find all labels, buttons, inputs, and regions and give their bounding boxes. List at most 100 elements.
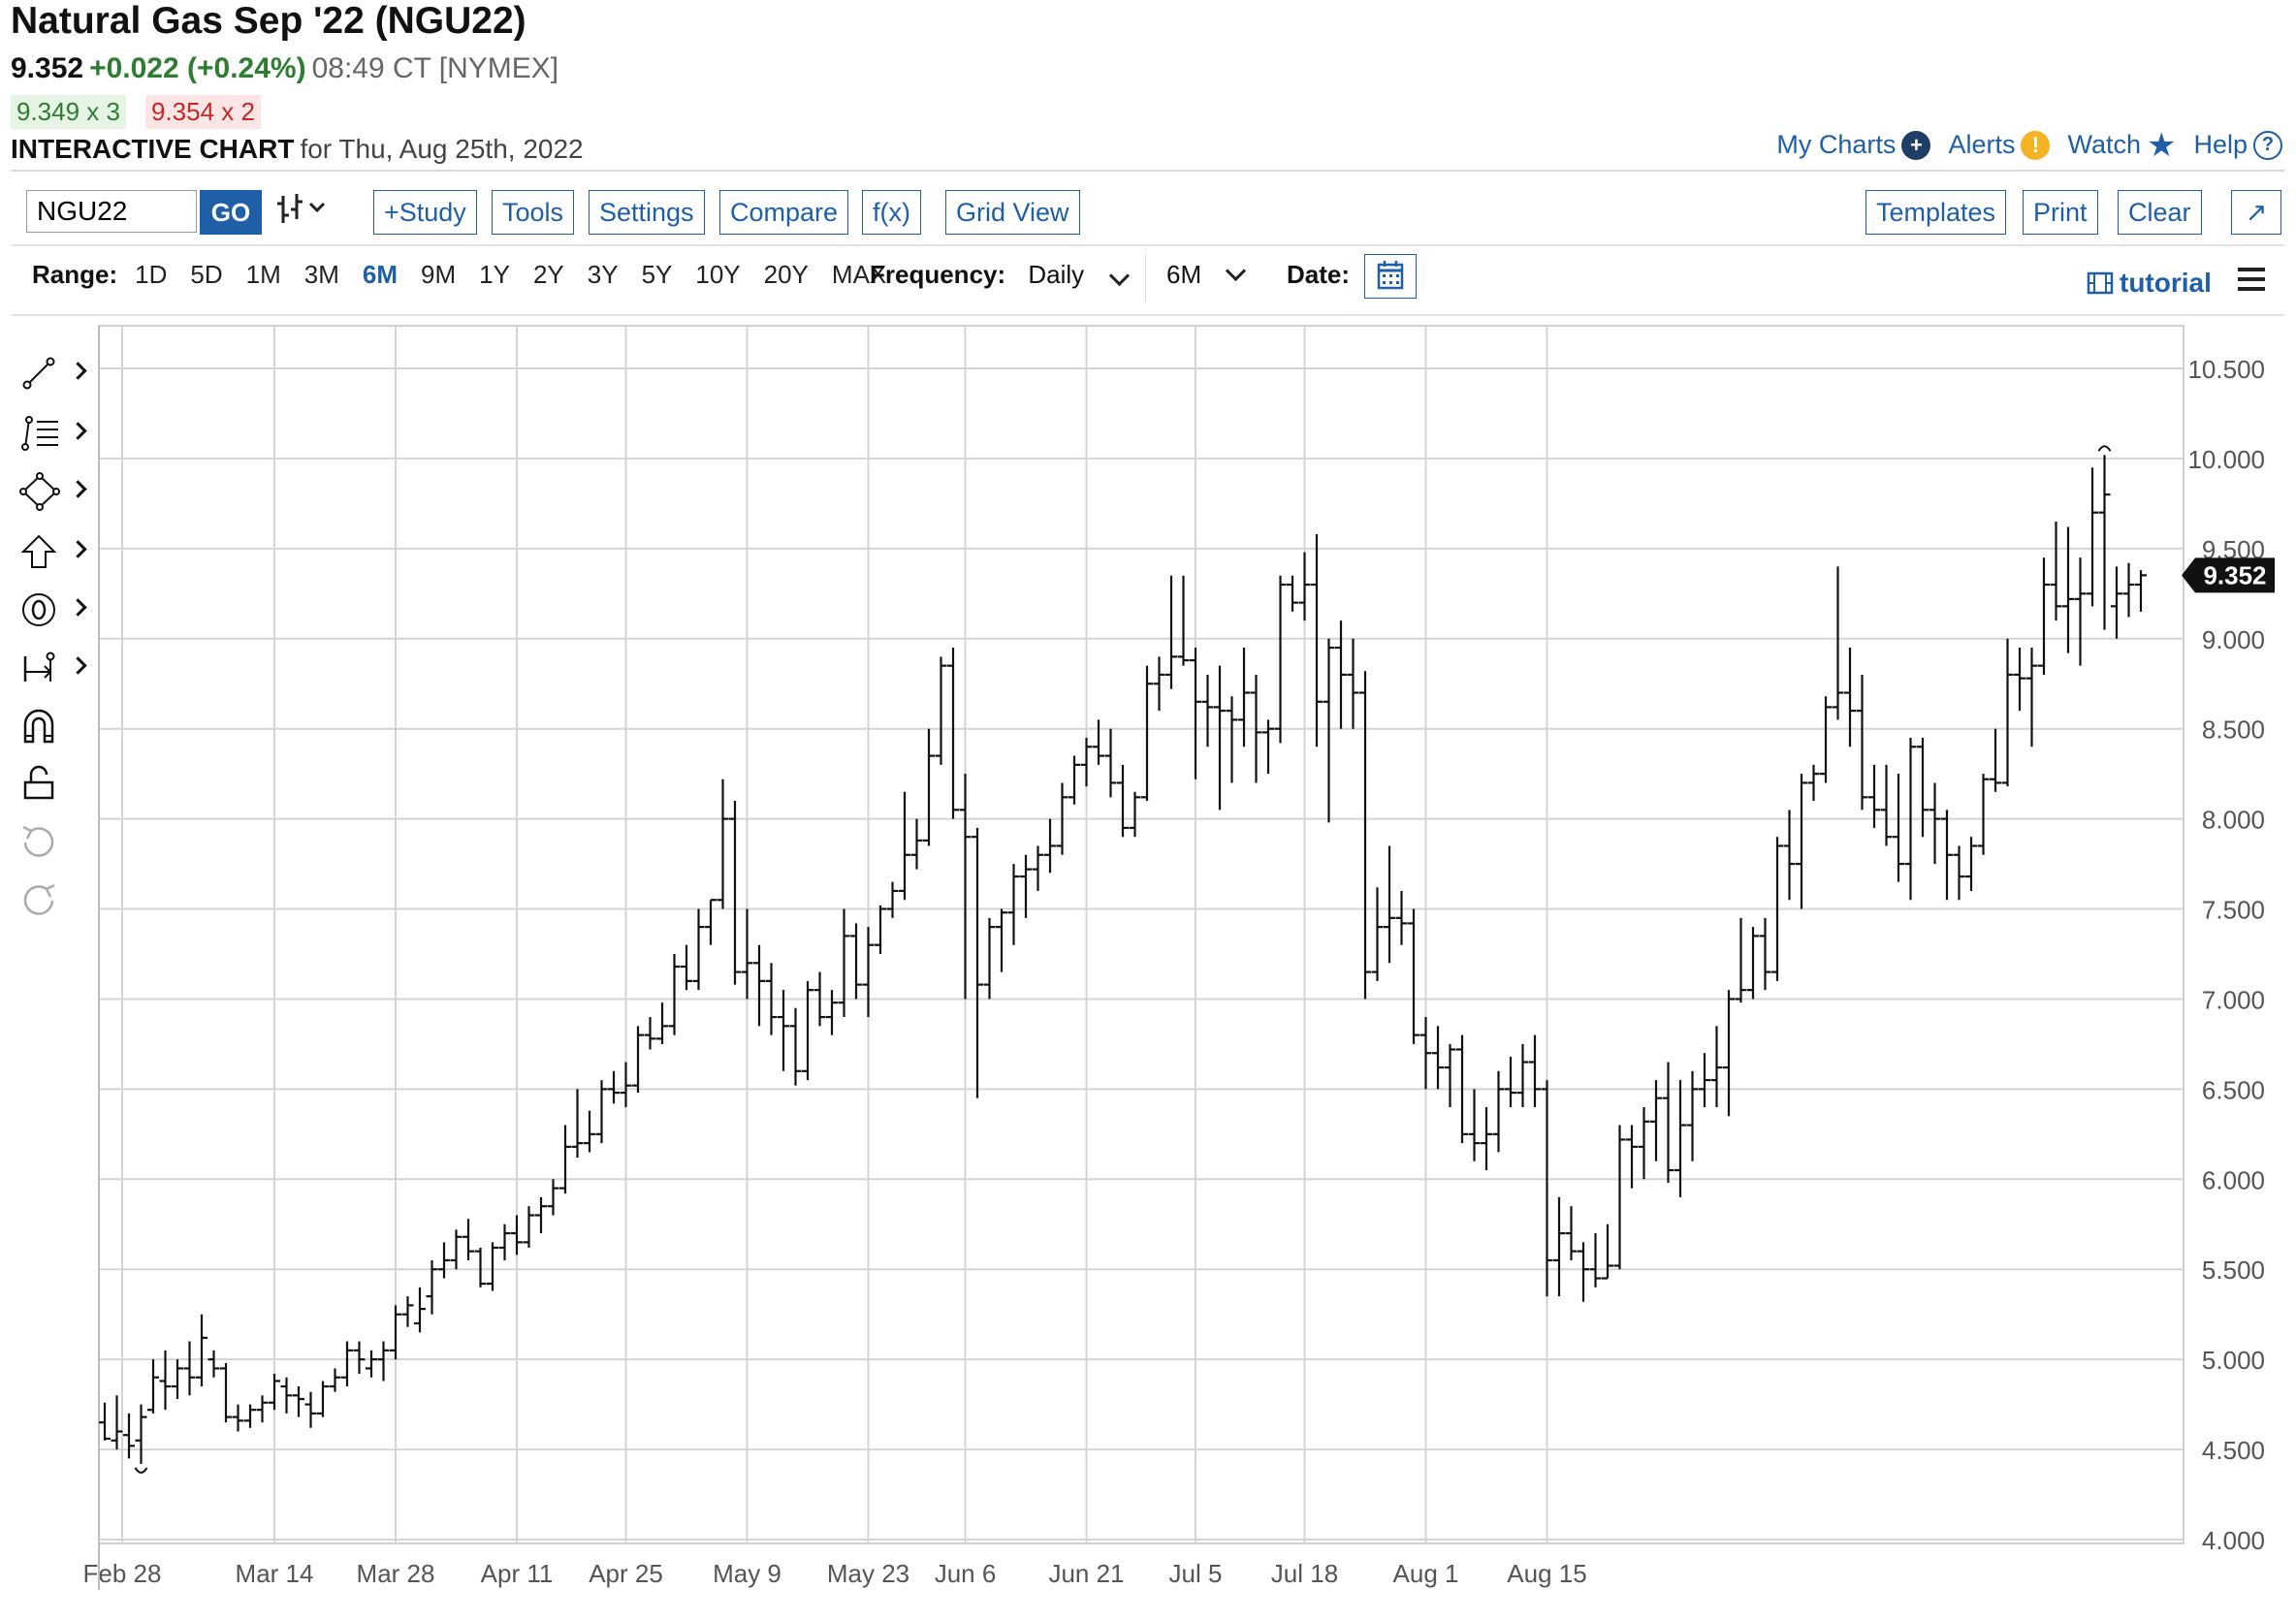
ohlc-bar xyxy=(1262,719,1274,775)
range-option-9m[interactable]: 9M xyxy=(421,260,457,289)
ohlc-bar xyxy=(1650,1080,1662,1161)
ohlc-bar xyxy=(1990,728,2001,792)
ohlc-bar xyxy=(1844,648,1856,747)
ohlc-bar xyxy=(172,1359,183,1400)
watch-label: Watch xyxy=(2067,130,2141,159)
chart-type-selector[interactable] xyxy=(273,190,332,240)
range-option-5y[interactable]: 5Y xyxy=(641,260,673,289)
ohlc-bar xyxy=(1141,665,1153,802)
ohlc-bar xyxy=(996,908,1007,972)
symbol-input[interactable] xyxy=(26,190,197,233)
go-button[interactable]: GO xyxy=(200,190,262,235)
period-selector[interactable]: 6M xyxy=(1166,260,1247,290)
ohlc-bar xyxy=(983,917,996,1000)
range-option-3m[interactable]: 3M xyxy=(303,260,339,289)
ohlc-bar xyxy=(401,1296,414,1327)
shape-icon xyxy=(19,472,60,511)
arrow-up-icon xyxy=(20,534,57,568)
tutorial-link[interactable]: tutorial xyxy=(2087,268,2212,299)
y-tick-label: 10.000 xyxy=(2187,445,2265,474)
bid-badge: 9.349 x 3 xyxy=(11,95,126,129)
ohlc-bar xyxy=(487,1242,498,1291)
ohlc-bar xyxy=(1710,1026,1723,1107)
print-button[interactable]: Print xyxy=(2023,190,2098,235)
range-option-6m[interactable]: 6M xyxy=(362,260,398,289)
arrow-tool[interactable] xyxy=(19,529,89,574)
range-option-1m[interactable]: 1M xyxy=(245,260,281,289)
ohlc-bar xyxy=(559,1125,571,1194)
range-option-max[interactable]: MAX xyxy=(831,260,887,289)
annotation-tool[interactable] xyxy=(19,588,89,632)
ohlc-bar xyxy=(1674,1080,1686,1197)
ohlc-bar xyxy=(765,963,778,1035)
range-option-5d[interactable]: 5D xyxy=(190,260,223,289)
ohlc-bar xyxy=(2062,526,2074,653)
fibonacci-tool[interactable] xyxy=(19,411,89,456)
ohlc-bar xyxy=(826,990,838,1035)
ohlc-bar xyxy=(1505,1056,1516,1107)
star-icon: ★ xyxy=(2146,126,2177,164)
ohlc-bar xyxy=(1129,791,1141,838)
compare-button[interactable]: Compare xyxy=(719,190,849,235)
y-tick-label: 6.500 xyxy=(2202,1075,2265,1104)
lock-tool[interactable] xyxy=(19,760,89,805)
ohlc-bar xyxy=(717,779,729,909)
range-option-2y[interactable]: 2Y xyxy=(532,260,564,289)
last-price: 9.352 xyxy=(11,52,84,84)
ohlc-bar xyxy=(838,908,850,1018)
magnet-tool[interactable] xyxy=(19,704,89,748)
trendline-tool[interactable] xyxy=(19,351,89,396)
expand-icon[interactable]: ↗ xyxy=(2231,190,2281,235)
settings-button[interactable]: Settings xyxy=(589,190,705,235)
ohlc-bar xyxy=(2074,557,2087,666)
ohlc-bar xyxy=(2038,557,2050,675)
frequency-selector[interactable]: Frequency: Daily xyxy=(870,260,1131,290)
templates-button[interactable]: Templates xyxy=(1866,190,2007,235)
range-option-1d[interactable]: 1D xyxy=(135,260,168,289)
shape-tool[interactable] xyxy=(19,469,89,514)
add-study-button[interactable]: +Study xyxy=(373,190,477,235)
tools-button[interactable]: Tools xyxy=(492,190,575,235)
ohlc-bar xyxy=(1796,774,1807,909)
ohlc-bar xyxy=(1589,1233,1602,1287)
ohlc-bar xyxy=(135,1404,147,1464)
ohlc-bar xyxy=(1056,782,1068,855)
range-option-1y[interactable]: 1Y xyxy=(479,260,510,289)
ohlc-bar xyxy=(1723,990,1735,1117)
magnet-icon xyxy=(23,709,54,744)
ohlc-bar xyxy=(753,944,765,1027)
redo-button[interactable] xyxy=(19,876,89,921)
undo-button[interactable] xyxy=(19,818,89,863)
ohlc-bar xyxy=(1104,728,1117,798)
range-option-20y[interactable]: 20Y xyxy=(763,260,809,289)
my-charts-link[interactable]: My Charts + xyxy=(1776,130,1931,160)
calendar-button[interactable] xyxy=(1364,254,1417,299)
y-tick-label: 8.000 xyxy=(2202,806,2265,835)
ohlc-bar xyxy=(511,1215,523,1255)
measure-tool[interactable] xyxy=(19,646,89,690)
ohlc-bar xyxy=(159,1350,172,1411)
ohlc-bar xyxy=(1214,665,1226,810)
range-option-10y[interactable]: 10Y xyxy=(695,260,741,289)
annotation-icon xyxy=(22,593,55,626)
fx-button[interactable]: f(x) xyxy=(862,190,921,235)
help-link[interactable]: Help? xyxy=(2193,130,2282,160)
range-option-3y[interactable]: 3Y xyxy=(587,260,619,289)
ohlc-bar xyxy=(620,1062,632,1107)
ohlc-bar xyxy=(183,1341,196,1396)
y-tick-label: 5.500 xyxy=(2202,1255,2265,1285)
y-tick-label: 5.000 xyxy=(2202,1346,2265,1375)
alerts-link[interactable]: Alerts! xyxy=(1948,130,2051,160)
ohlc-bar xyxy=(1359,671,1371,1000)
hamburger-menu-icon[interactable] xyxy=(2238,268,2265,291)
ohlc-bar xyxy=(1153,656,1165,712)
ohlc-bar xyxy=(1747,927,1759,1000)
clear-button[interactable]: Clear xyxy=(2118,190,2202,235)
watch-link[interactable]: Watch ★ xyxy=(2067,126,2177,164)
ohlc-bar xyxy=(1929,782,1941,865)
ohlc-bar xyxy=(789,1007,802,1086)
grid-view-button[interactable]: Grid View xyxy=(945,190,1080,235)
low-marker xyxy=(134,1467,148,1474)
ohlc-bar xyxy=(1117,764,1129,838)
